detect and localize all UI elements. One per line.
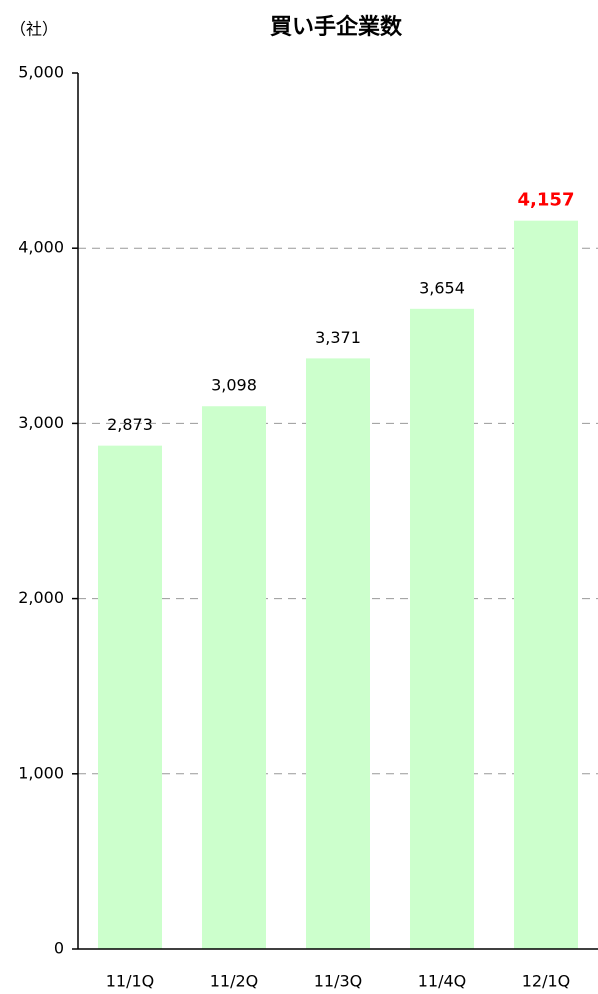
- data-label: 2,873: [107, 415, 153, 434]
- unit-label: （社）: [10, 20, 58, 39]
- x-tick-label: 11/2Q: [210, 972, 259, 991]
- x-tick-label: 11/1Q: [106, 972, 155, 991]
- y-tick-label: 1,000: [18, 763, 64, 782]
- bar: [410, 308, 474, 949]
- plot: 0 1,000 2,000 3,000 4,000 5,000 11/1Q 2,873 11/2…: [18, 63, 598, 991]
- bar: [202, 406, 266, 949]
- y-tick-label: 2,000: [18, 588, 64, 607]
- x-tick-label: 11/3Q: [314, 972, 363, 991]
- bar: [98, 445, 162, 949]
- y-tick-label: 4,000: [18, 238, 64, 257]
- bar: [514, 220, 578, 949]
- data-label: 3,371: [315, 328, 361, 347]
- data-label: 3,098: [211, 376, 257, 395]
- y-tick-label: 0: [54, 939, 64, 958]
- data-label: 3,654: [419, 278, 465, 297]
- data-label: 4,157: [518, 190, 575, 211]
- bar: [306, 358, 370, 950]
- x-tick-label: 12/1Q: [522, 972, 571, 991]
- chart-title: 買い手企業数: [270, 14, 403, 40]
- y-tick-label: 5,000: [18, 63, 64, 82]
- y-tick-label: 3,000: [18, 413, 64, 432]
- x-tick-label: 11/4Q: [418, 972, 467, 991]
